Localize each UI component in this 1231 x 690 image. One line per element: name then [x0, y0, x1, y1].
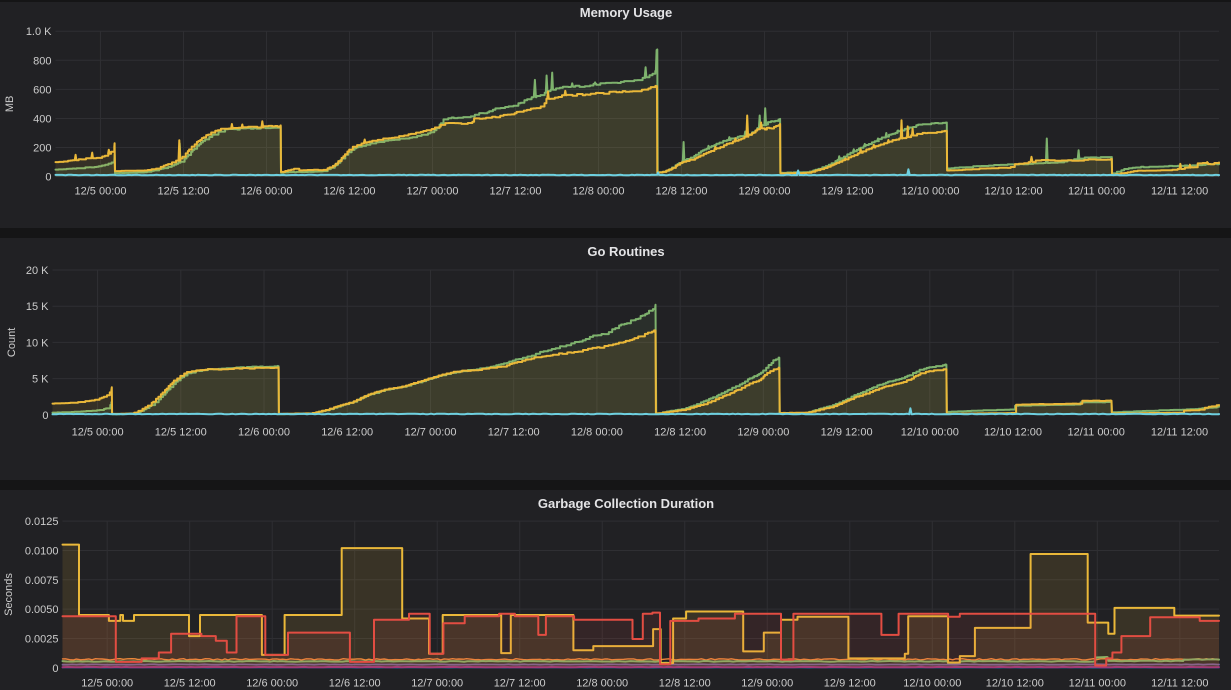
svg-text:12/8 12:00: 12/8 12:00: [659, 677, 711, 689]
svg-text:12/11 12:00: 12/11 12:00: [1151, 186, 1208, 198]
svg-text:0.0025: 0.0025: [25, 634, 59, 646]
svg-text:MB: MB: [4, 96, 16, 113]
svg-text:12/9 12:00: 12/9 12:00: [824, 677, 876, 689]
svg-text:12/9 12:00: 12/9 12:00: [821, 426, 873, 438]
svg-text:12/7 00:00: 12/7 00:00: [411, 677, 463, 689]
svg-text:12/10 00:00: 12/10 00:00: [903, 677, 961, 689]
svg-text:12/9 00:00: 12/9 00:00: [739, 186, 791, 198]
svg-text:12/7 12:00: 12/7 12:00: [494, 677, 546, 689]
svg-text:12/6 00:00: 12/6 00:00: [246, 677, 298, 689]
svg-text:12/9 12:00: 12/9 12:00: [822, 186, 874, 198]
svg-text:12/8 12:00: 12/8 12:00: [654, 426, 706, 438]
svg-text:0: 0: [42, 410, 48, 422]
svg-text:Count: Count: [6, 328, 18, 357]
svg-text:10 K: 10 K: [26, 337, 49, 349]
svg-text:Seconds: Seconds: [3, 573, 15, 616]
svg-text:12/10 12:00: 12/10 12:00: [986, 677, 1044, 689]
svg-text:12/7 12:00: 12/7 12:00: [490, 186, 542, 198]
svg-text:Go Routines: Go Routines: [587, 244, 664, 259]
svg-text:400: 400: [33, 113, 51, 125]
svg-text:800: 800: [33, 55, 51, 67]
svg-text:0.0075: 0.0075: [25, 575, 59, 587]
svg-text:600: 600: [33, 84, 51, 96]
svg-text:15 K: 15 K: [26, 301, 49, 313]
svg-text:12/7 00:00: 12/7 00:00: [407, 186, 459, 198]
svg-text:12/6 00:00: 12/6 00:00: [241, 186, 293, 198]
svg-text:12/11 12:00: 12/11 12:00: [1151, 677, 1208, 689]
svg-text:12/10 12:00: 12/10 12:00: [984, 426, 1042, 438]
svg-text:12/9 00:00: 12/9 00:00: [741, 677, 793, 689]
svg-text:200: 200: [33, 143, 51, 155]
svg-text:0: 0: [45, 172, 51, 184]
svg-text:12/5 12:00: 12/5 12:00: [155, 426, 207, 438]
svg-text:12/11 00:00: 12/11 00:00: [1069, 677, 1126, 689]
svg-text:12/6 00:00: 12/6 00:00: [238, 426, 290, 438]
svg-text:12/10 00:00: 12/10 00:00: [901, 426, 959, 438]
svg-text:Memory Usage: Memory Usage: [580, 5, 672, 20]
svg-text:12/8 00:00: 12/8 00:00: [571, 426, 623, 438]
svg-text:12/5 00:00: 12/5 00:00: [81, 677, 133, 689]
svg-text:12/6 12:00: 12/6 12:00: [329, 677, 381, 689]
svg-text:12/6 12:00: 12/6 12:00: [321, 426, 373, 438]
svg-text:12/8 12:00: 12/8 12:00: [656, 186, 708, 198]
svg-text:12/5 00:00: 12/5 00:00: [72, 426, 124, 438]
svg-text:12/6 12:00: 12/6 12:00: [324, 186, 376, 198]
svg-text:0: 0: [52, 663, 58, 675]
svg-text:12/8 00:00: 12/8 00:00: [573, 186, 625, 198]
svg-text:5 K: 5 K: [32, 374, 49, 386]
svg-text:0.0050: 0.0050: [25, 604, 59, 616]
svg-text:1.0 K: 1.0 K: [26, 26, 52, 38]
svg-text:Garbage Collection Duration: Garbage Collection Duration: [538, 496, 714, 511]
svg-text:12/8 00:00: 12/8 00:00: [576, 677, 628, 689]
svg-text:12/11 00:00: 12/11 00:00: [1068, 426, 1125, 438]
svg-text:12/5 12:00: 12/5 12:00: [164, 677, 216, 689]
svg-text:12/10 12:00: 12/10 12:00: [985, 186, 1043, 198]
svg-text:12/9 00:00: 12/9 00:00: [737, 426, 789, 438]
svg-text:12/5 00:00: 12/5 00:00: [75, 186, 127, 198]
svg-text:12/10 00:00: 12/10 00:00: [901, 186, 959, 198]
svg-text:12/5 12:00: 12/5 12:00: [158, 186, 210, 198]
svg-text:12/7 00:00: 12/7 00:00: [405, 426, 457, 438]
svg-text:0.0125: 0.0125: [25, 516, 59, 528]
svg-text:20 K: 20 K: [26, 265, 49, 277]
svg-text:12/11 00:00: 12/11 00:00: [1068, 186, 1125, 198]
svg-text:12/7 12:00: 12/7 12:00: [488, 426, 540, 438]
svg-text:12/11 12:00: 12/11 12:00: [1151, 426, 1208, 438]
svg-text:0.0100: 0.0100: [25, 545, 59, 557]
